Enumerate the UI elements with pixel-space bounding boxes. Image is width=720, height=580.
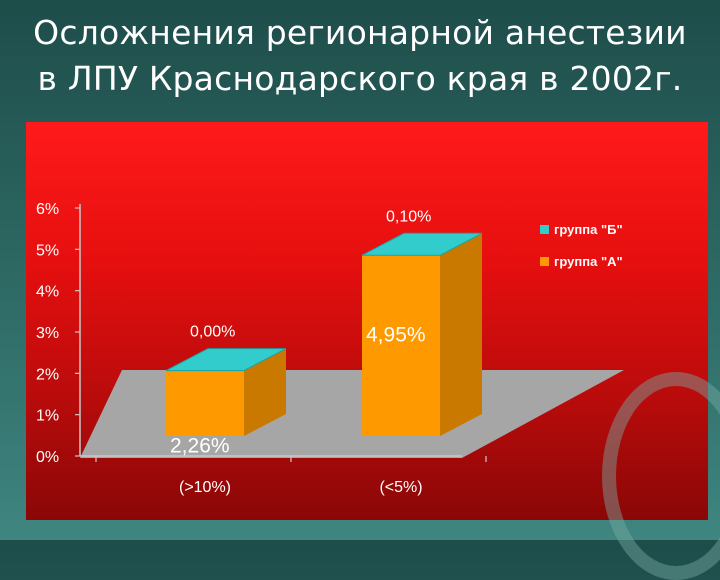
y-tick-label-1: 1% bbox=[36, 408, 59, 425]
title-line-2: в ЛПУ Краснодарского края в 2002г. bbox=[37, 59, 683, 98]
chart-floor bbox=[80, 370, 624, 458]
y-tick-label-6: 6% bbox=[36, 201, 59, 218]
bar-side-0 bbox=[244, 348, 286, 436]
data-label-b-1: 0,10% bbox=[386, 208, 431, 225]
legend-swatch-1 bbox=[540, 257, 549, 266]
bar-side-1 bbox=[440, 233, 482, 436]
y-tick-label-5: 5% bbox=[36, 242, 59, 259]
bar-group-b-top-0 bbox=[165, 348, 287, 372]
legend-swatch-0 bbox=[540, 225, 549, 234]
bar-group-a-0 bbox=[166, 370, 244, 436]
category-label-1: (<5%) bbox=[379, 479, 422, 496]
y-tick-label-0: 0% bbox=[36, 449, 59, 466]
bar-group-b-top-1 bbox=[361, 232, 483, 256]
data-label-b-0: 0,00% bbox=[190, 324, 235, 341]
title-line-1: Осложнения регионарной анестезии bbox=[33, 13, 687, 52]
category-label-0: (>10%) bbox=[179, 479, 231, 496]
y-tick-label-2: 2% bbox=[36, 366, 59, 383]
bar-group-a-1 bbox=[362, 255, 440, 436]
y-tick-label-4: 4% bbox=[36, 284, 59, 301]
data-label-a-0: 2,26% bbox=[170, 435, 230, 458]
chart-panel: 0% 1% 2% 3% 4% 5% 6% 2,26% 0,00% (>10%) 4,95% 0,10%… bbox=[26, 122, 708, 520]
slide-title: Осложнения регионарной анестезии в ЛПУ К… bbox=[0, 10, 720, 102]
legend-label-0: группа "Б" bbox=[554, 222, 623, 237]
legend-label-1: группа "А" bbox=[554, 254, 623, 269]
bar-chart: 0% 1% 2% 3% 4% 5% 6% 2,26% 0,00% (>10%) 4,95% 0,10%… bbox=[36, 201, 624, 496]
y-tick-label-3: 3% bbox=[36, 325, 59, 342]
data-label-a-1: 4,95% bbox=[366, 323, 426, 346]
